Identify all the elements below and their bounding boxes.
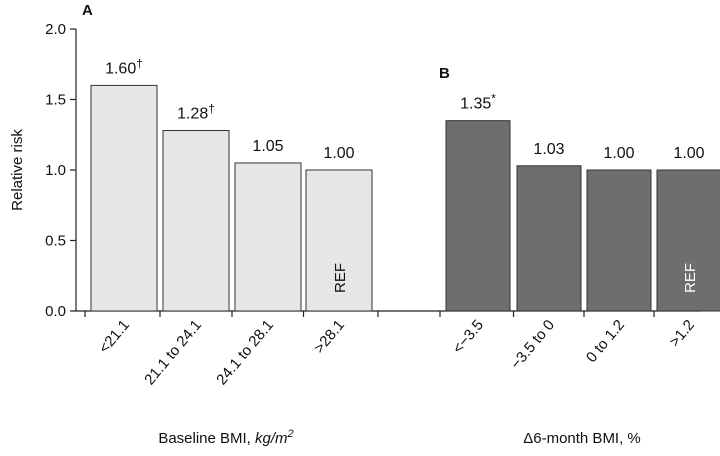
bar-b-1: [445, 120, 511, 312]
value-label: 1.00: [673, 145, 704, 162]
bar-b-4: [656, 169, 720, 312]
x-category-label: −3.5 to 0: [507, 317, 558, 373]
value-label: 1.03: [533, 141, 564, 158]
y-tick-label: 2.0: [45, 21, 66, 38]
x-axis-label-text: Δ6-month BMI, %: [523, 430, 641, 447]
bars: [90, 84, 720, 312]
value-label: 1.05: [252, 138, 283, 155]
x-category-label: <21.1: [96, 317, 133, 357]
value-label-number: 1.05: [252, 138, 283, 155]
bar-a-3: [234, 162, 302, 312]
y-axis-label: Relative risk: [9, 129, 26, 211]
value-label-number: 1.00: [673, 145, 704, 162]
value-label: 1.60†: [105, 56, 143, 77]
value-label: 1.28†: [177, 102, 215, 123]
y-tick-label: 1.5: [45, 92, 66, 109]
x-axis-label: Δ6-month BMI, %: [523, 430, 641, 447]
value-label-number: 1.60: [105, 60, 136, 77]
bar-a-2: [162, 130, 230, 312]
panel-label-a: A: [82, 2, 93, 19]
ref-label: REF: [332, 263, 349, 293]
value-label-number: 1.03: [533, 141, 564, 158]
x-axis-label-text: Baseline BMI,: [158, 430, 255, 447]
y-tick-label: 0.0: [45, 303, 66, 320]
value-label-number: 1.35: [460, 96, 491, 113]
bar-a-4: [305, 169, 373, 312]
value-label-number: 1.28: [177, 106, 208, 123]
x-axis-label-unit: kg/m: [255, 430, 288, 447]
significance-mark: †: [208, 102, 215, 116]
bar-a-1: [90, 84, 158, 312]
significance-mark: *: [491, 92, 496, 106]
panel-label-b: B: [439, 65, 450, 82]
x-category-label: 0 to 1.2: [583, 317, 628, 366]
value-label: 1.35*: [460, 92, 496, 113]
significance-mark: †: [136, 56, 143, 70]
y-tick-label: 1.0: [45, 162, 66, 179]
ref-label: REF: [682, 263, 699, 293]
x-category-label: >1.2: [666, 317, 698, 351]
x-axis-label-unit-exponent: 2: [287, 428, 294, 440]
value-label: 1.00: [603, 145, 634, 162]
x-category-label: 21.1 to 24.1: [141, 317, 205, 389]
value-label-number: 1.00: [323, 145, 354, 162]
y-tick-label: 0.5: [45, 233, 66, 250]
value-label: 1.00: [323, 145, 354, 162]
x-category-label: <−3.5: [449, 317, 487, 357]
bar-b-3: [586, 169, 652, 312]
x-category-label: >28.1: [311, 317, 348, 357]
bar-b-2: [516, 165, 582, 312]
x-axis-label: Baseline BMI, kg/m2: [158, 428, 293, 447]
value-label-number: 1.00: [603, 145, 634, 162]
x-category-label: 24.1 to 28.1: [213, 317, 277, 389]
